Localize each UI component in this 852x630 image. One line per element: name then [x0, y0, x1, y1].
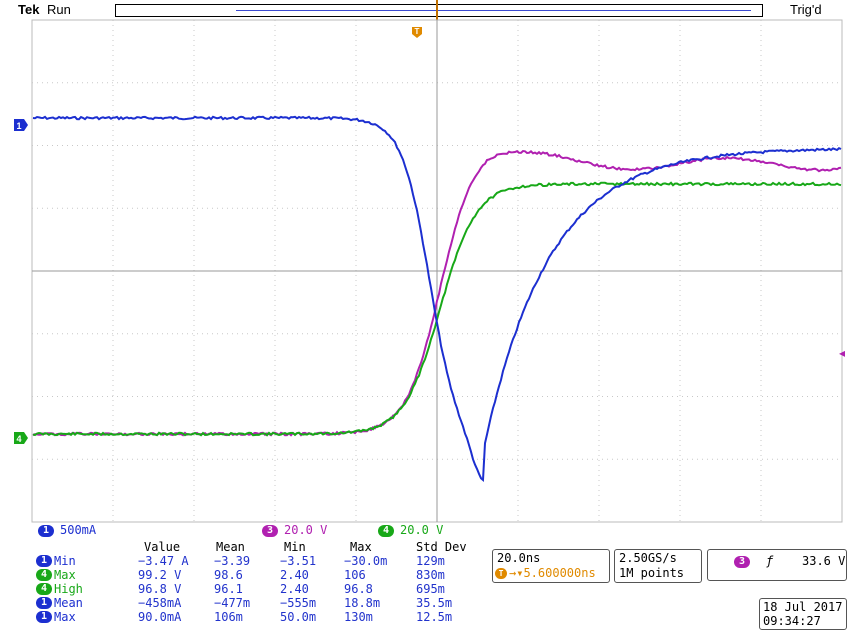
row-value: 99.2 V [138, 568, 182, 582]
row-mean: −3.39 [214, 554, 251, 568]
timebase-position: →▾5.600000ns [509, 566, 596, 580]
row-label: Max [54, 568, 76, 582]
ch1-ground-marker[interactable]: 1 [14, 119, 28, 131]
row-min: 2.40 [280, 582, 309, 596]
trigger-position-marker[interactable]: T [412, 27, 422, 38]
measurement-row[interactable]: 1 Min −3.47 A −3.39 −3.51 −30.0m 129m [30, 554, 490, 568]
header-min: Min [284, 540, 306, 554]
measurement-row[interactable]: 4 Max 99.2 V 98.6 2.40 106 830m [30, 568, 490, 582]
record-length: 1M points [619, 566, 685, 580]
row-channel-badge: 4 [36, 569, 52, 581]
measurement-table: Value Mean Min Max Std Dev 1 Min −3.47 A… [30, 540, 490, 628]
acquisition-readout[interactable]: 2.50GS/s 1M points [614, 549, 702, 583]
row-min: 50.0m [280, 610, 317, 624]
timebase-scale: 20.0ns [497, 551, 541, 565]
row-max: 106 [344, 568, 366, 582]
trigger-level-marker[interactable]: ◂ [839, 346, 845, 360]
time: 09:34:27 [763, 614, 821, 628]
record-trigger-position [436, 0, 438, 21]
row-std-dev: 129m [416, 554, 445, 568]
row-channel-badge: 1 [36, 597, 52, 609]
row-std-dev: 695m [416, 582, 445, 596]
measurement-row[interactable]: 1 Max 90.0mA 106m 50.0m 130m 12.5m [30, 610, 490, 624]
measurement-row[interactable]: 1 Mean −458mA −477m −555m 18.8m 35.5m [30, 596, 490, 610]
record-view-bar[interactable] [115, 0, 763, 21]
ch4-ground-marker[interactable]: 4 [14, 432, 28, 444]
row-label: Mean [54, 596, 83, 610]
row-min: 2.40 [280, 568, 309, 582]
row-std-dev: 12.5m [416, 610, 453, 624]
datetime-readout: 18 Jul 2017 09:34:27 [759, 598, 847, 630]
svg-text:T: T [415, 27, 420, 36]
timebase-position-icon: T [495, 568, 507, 579]
run-state: Run [47, 2, 71, 17]
svg-text:4: 4 [16, 434, 21, 444]
row-label: High [54, 582, 83, 596]
status-bar: Tek Run Trig'd [0, 0, 852, 21]
ch1-badge: 1 [38, 524, 54, 537]
ch4-badge: 4 [378, 524, 394, 537]
date: 18 Jul 2017 [763, 600, 843, 614]
channel-scale-bar: 1 500mA 3 20.0 V 4 20.0 V [30, 522, 490, 538]
row-mean: 106m [214, 610, 243, 624]
row-min: −3.51 [280, 554, 317, 568]
sample-rate: 2.50GS/s [619, 551, 677, 565]
brand-label: Tek [18, 2, 40, 17]
row-std-dev: 830m [416, 568, 445, 582]
row-value: 90.0mA [138, 610, 182, 624]
header-max: Max [350, 540, 372, 554]
trigger-status: Trig'd [790, 2, 822, 17]
record-window [236, 10, 751, 11]
row-channel-badge: 1 [36, 555, 52, 567]
ch1-scale-value: 500mA [60, 523, 97, 537]
ch3-badge: 3 [262, 524, 278, 537]
ch4-scale-value: 20.0 V [400, 523, 444, 537]
header-value: Value [144, 540, 181, 554]
header-mean: Mean [216, 540, 245, 554]
rising-edge-icon: ƒ [766, 554, 774, 568]
row-value: −3.47 A [138, 554, 189, 568]
svg-text:1: 1 [16, 121, 21, 131]
row-channel-badge: 1 [36, 611, 52, 623]
row-min: −555m [280, 596, 317, 610]
row-value: 96.8 V [138, 582, 182, 596]
ch1-scale[interactable]: 1 500mA [38, 523, 96, 537]
ch3-scale[interactable]: 3 20.0 V [262, 523, 327, 537]
timebase-readout[interactable]: 20.0ns T →▾5.600000ns [492, 549, 610, 583]
graticule [32, 20, 842, 522]
row-max: −30.0m [344, 554, 388, 568]
ch4-scale[interactable]: 4 20.0 V [378, 523, 443, 537]
measurement-row[interactable]: 4 High 96.8 V 96.1 2.40 96.8 695m [30, 582, 490, 596]
row-max: 96.8 [344, 582, 373, 596]
row-std-dev: 35.5m [416, 596, 453, 610]
row-label: Min [54, 554, 76, 568]
row-channel-badge: 4 [36, 583, 52, 595]
row-value: −458mA [138, 596, 182, 610]
trigger-readout[interactable]: 3 ƒ 33.6 V [707, 549, 847, 581]
row-mean: −477m [214, 596, 251, 610]
trigger-source-badge: 3 [734, 556, 750, 568]
trigger-level: 33.6 V [802, 554, 846, 568]
header-std-dev: Std Dev [416, 540, 467, 554]
row-label: Max [54, 610, 76, 624]
row-max: 130m [344, 610, 373, 624]
row-mean: 98.6 [214, 568, 243, 582]
ch1-waveform [32, 115, 842, 482]
row-mean: 96.1 [214, 582, 243, 596]
ch3-scale-value: 20.0 V [284, 523, 328, 537]
row-max: 18.8m [344, 596, 381, 610]
